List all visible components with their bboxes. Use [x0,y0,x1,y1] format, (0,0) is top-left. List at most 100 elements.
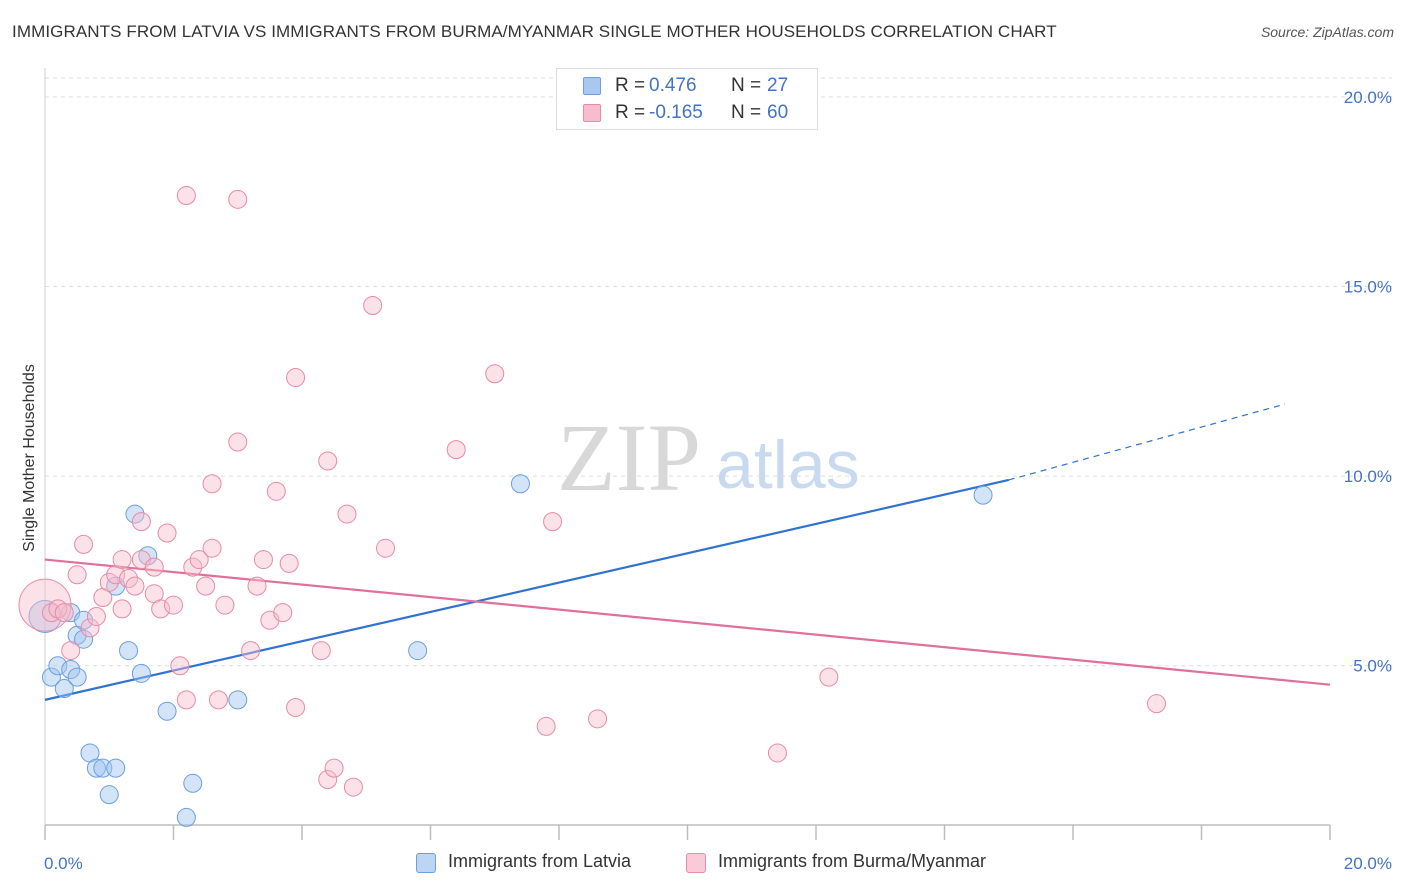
trend-line-latvia-extension [1008,403,1286,481]
legend-swatch-latvia [416,853,436,873]
latvia-point [61,660,81,680]
legend-swatch-latvia [583,77,601,95]
latvia-point [973,485,993,505]
latvia-point [157,701,177,721]
grid-layer [45,77,1392,667]
latvia-point [138,546,158,566]
burma-point [253,550,273,570]
latvia-point [119,641,139,661]
burma-point [311,641,331,661]
burma-point [196,576,216,596]
latvia-point [74,610,94,630]
burma-point [208,690,228,710]
burma-point [202,538,222,558]
burma-point [170,656,190,676]
y-tick-label: 5.0% [1353,657,1392,676]
latvia-point [41,667,61,687]
burma-point [125,576,145,596]
burma-point [164,595,183,615]
legend-label-latvia: Immigrants from Latvia [448,851,632,871]
burma-point [343,777,363,797]
y-tick-label: 10.0% [1344,467,1392,486]
trend-line-burma [44,558,1331,686]
burma-point [176,186,196,206]
n-label: N = [731,75,762,96]
burma-point [67,565,87,585]
r-value: 0.476 [649,75,697,96]
latvia-point [106,758,126,778]
burma-point [324,758,344,778]
burma-point [279,553,299,573]
burma-point [1147,694,1167,714]
burma-point [144,557,164,577]
burma-point [86,606,106,626]
burma-point [119,569,139,589]
burma-point [202,474,222,494]
legend-label-burma: Immigrants from Burma/Myanmar [718,851,987,871]
burma-point [228,189,248,209]
burma-point [112,599,132,619]
x-tick-label: 0.0% [44,854,83,873]
burma-point [318,769,338,789]
legend-swatch-burma [583,104,601,122]
latvia-point [176,807,196,827]
burma-point [189,550,209,570]
y-tick-label: 15.0% [1344,278,1392,297]
source-attribution: Source: ZipAtlas.com [1260,24,1394,40]
burma-point [99,572,119,592]
burma-point [273,603,293,623]
burma-point [588,709,608,729]
latvia-point [228,690,248,710]
burma-point [131,512,151,532]
trend-line-latvia [44,478,1009,701]
burma-point [536,716,556,736]
series-legend: Immigrants from Latvia Immigrants from B… [0,850,1406,878]
burma-point [228,432,248,452]
burma-point [215,595,235,615]
burma-point [266,481,286,501]
burma-point [767,743,787,763]
latvia-point [86,758,106,778]
y-tick-label: 20.0% [1344,88,1392,107]
burma-point [241,641,261,661]
burma-point [337,504,357,524]
legend-swatch-burma [686,853,706,873]
burma-point [80,618,100,638]
axes-layer: 5.0% 10.0% 15.0% 20.0% 0.0% 20.0% [44,68,1392,873]
n-value: 27 [767,75,789,96]
n-value: 60 [767,102,789,123]
burma-point [286,697,306,717]
latvia-point [28,599,62,633]
series-burma [18,186,1167,797]
burma-point [286,368,306,388]
burma-point [363,296,383,316]
burma-point [74,534,94,554]
latvia-point [125,504,145,524]
burma-point [54,603,74,623]
trend-layer [44,403,1331,701]
latvia-point [48,656,68,676]
n-label: N = [731,102,762,123]
burma-point [446,440,466,460]
watermark-atlas: atlas [716,427,860,503]
burma-point [112,550,132,570]
latvia-point [183,773,203,793]
series-latvia [28,474,993,827]
latvia-point [510,474,530,494]
watermark-zip: ZIP [557,404,701,511]
x-tick-label: 20.0% [1344,854,1392,873]
burma-point [183,557,203,577]
latvia-point [99,785,119,805]
points-layer [18,186,1167,827]
burma-point [176,690,196,710]
burma-point [157,523,177,543]
burma-point [247,576,267,596]
burma-point [376,538,396,558]
latvia-point [54,678,74,698]
r-label: R = [615,102,646,123]
latvia-point [74,629,94,649]
burma-point [151,599,171,619]
burma-point [819,667,839,687]
burma-point [61,641,81,661]
